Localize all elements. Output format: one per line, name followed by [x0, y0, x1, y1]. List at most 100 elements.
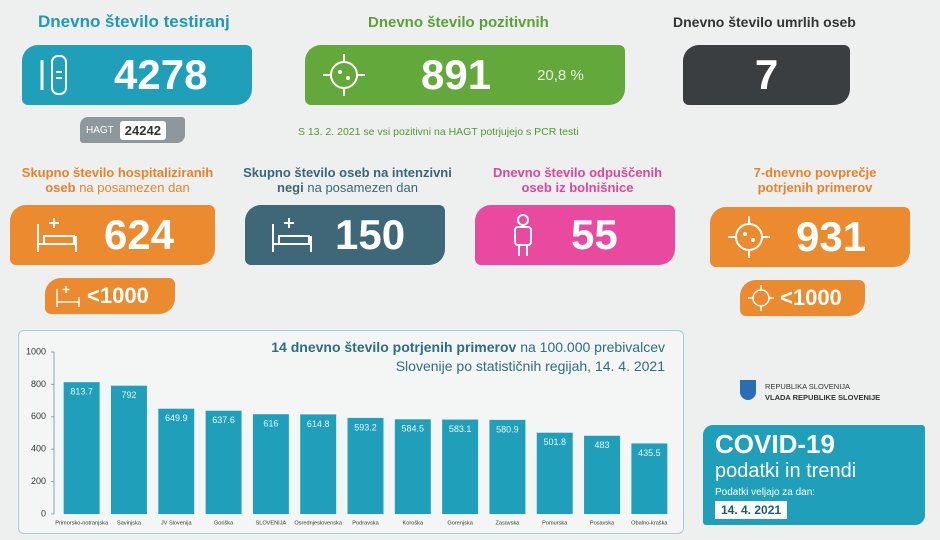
x-tick-label: Savinjska — [117, 520, 142, 526]
value-label: 584.5 — [402, 424, 425, 434]
x-tick-label: Obalno-kraška — [631, 520, 668, 526]
hospitalized-card: 624 — [10, 205, 215, 265]
hospitalized-title-rest: na posamezen dan — [79, 180, 190, 195]
x-tick-label: Posavska — [590, 520, 615, 526]
badge-subtitle: podatki in trendi — [715, 460, 857, 482]
y-tick-label: 800 — [31, 379, 46, 389]
hagt-label: HAGT — [86, 124, 114, 136]
value-label: 501.8 — [543, 437, 566, 447]
value-label: 583.1 — [449, 424, 472, 434]
value-label: 614.8 — [307, 419, 330, 429]
positive-title: Dnevno število pozitivnih — [368, 14, 549, 31]
bar — [489, 419, 526, 514]
badge: COVID-19 podatki in trendi Podatki velja… — [703, 425, 925, 525]
bed-icon — [272, 218, 312, 252]
discharged-card: 55 — [475, 205, 675, 265]
value-label: 483 — [595, 440, 610, 450]
value-label: 593.2 — [354, 422, 377, 432]
y-tick-label: 200 — [31, 476, 46, 486]
bar — [252, 414, 289, 514]
logo-line1: REPUBLIKA SLOVENIJA — [765, 382, 851, 391]
bar — [205, 410, 242, 514]
bar — [584, 435, 621, 514]
x-tick-label: Koroška — [403, 520, 424, 526]
hospitalized-value: 624 — [104, 211, 175, 258]
bar — [300, 414, 337, 514]
bar — [631, 443, 668, 514]
logo-line2: VLADA REPUBLIKE SLOVENIJE — [765, 393, 881, 402]
positive-value: 891 — [421, 51, 492, 98]
positive-card: 891 20,8 % — [305, 45, 625, 105]
hospitalized-title: Skupno število hospitaliziranih oseb na … — [10, 165, 225, 195]
bed-icon — [37, 218, 77, 252]
bar — [347, 417, 384, 514]
virus-icon-small — [748, 285, 774, 311]
badge-date: 14. 4. 2021 — [715, 501, 788, 519]
tests-card: 4278 — [22, 45, 252, 105]
chart: 0 200 400 600 800 1000 Primorsko-notranjska 813… — [26, 346, 668, 526]
x-tick-label: SLOVENIJA — [255, 520, 286, 526]
x-tick-label: Gorenjska — [447, 520, 473, 526]
hospitalized-threshold-card: <1000 — [45, 278, 175, 314]
y-tick-label: 0 — [41, 508, 46, 518]
person-icon — [514, 214, 532, 256]
value-label: 435.5 — [638, 448, 661, 458]
x-tick-label: Pomurska — [542, 520, 568, 526]
hospitalized-title-bold: Skupno število hospitaliziranih oseb — [21, 165, 214, 195]
bar — [394, 419, 431, 514]
chart-title-bold: 14 dnevno število potrjenih primerov — [271, 339, 517, 355]
value-label: 580.9 — [496, 424, 519, 434]
test-icon — [40, 55, 67, 95]
deaths-value: 7 — [754, 51, 779, 98]
y-tick-label: 1000 — [26, 346, 46, 356]
tests-title: Dnevno število testiranj — [38, 12, 230, 31]
value-label: 792 — [121, 390, 136, 400]
average-title: 7-dnevno povprečje potrjenih primerov — [753, 165, 877, 195]
x-tick-label: Goriška — [214, 520, 234, 526]
deaths-title: Dnevno število umrlih oseb — [673, 14, 856, 30]
icu-value: 150 — [335, 211, 406, 258]
virus-icon — [728, 216, 770, 258]
badge-date-label: Podatki veljajo za dan: — [715, 487, 816, 498]
bar — [158, 408, 195, 514]
icu-title-bold: Skupno število oseb na intenzivni negi — [243, 165, 452, 195]
x-tick-label: Podravska — [352, 520, 379, 526]
discharged-title: Dnevno število odpuščenih oseb iz bolniš… — [492, 165, 663, 195]
tests-value: 4278 — [114, 51, 208, 98]
value-label: 637.6 — [212, 415, 235, 425]
x-tick-label: Primorsko-notranjska — [55, 520, 109, 526]
icu-title: Skupno število oseb na intenzivni negi n… — [240, 165, 455, 195]
icu-title-rest: na posamezen dan — [307, 180, 418, 195]
y-tick-label: 600 — [31, 411, 46, 421]
x-tick-label: Zasavska — [495, 520, 520, 526]
bar — [442, 419, 479, 514]
bar — [536, 432, 573, 514]
virus-icon — [323, 54, 365, 96]
x-tick-label: JV Slovenija — [161, 520, 193, 526]
y-tick-label: 400 — [31, 444, 46, 454]
positive-share: 20,8 % — [537, 66, 584, 84]
chart-title: 14 dnevno število potrjenih primerov na … — [245, 338, 665, 376]
logo-shield — [740, 380, 756, 400]
average-threshold-card: <1000 — [740, 280, 865, 316]
hagt-value: 24242 — [119, 120, 166, 140]
value-label: 649.9 — [165, 413, 188, 423]
badge-title: COVID-19 — [715, 429, 835, 459]
note: S 13. 2. 2021 se vsi pozitivni na HAGT p… — [298, 126, 579, 138]
average-threshold: <1000 — [780, 285, 842, 310]
value-label: 616 — [263, 419, 278, 429]
icu-card: 150 — [245, 205, 445, 265]
hagt-card: HAGT 24242 — [80, 117, 185, 143]
deaths-card: 7 — [683, 45, 850, 105]
x-tick-label: Osrednjeslovenska — [294, 520, 342, 526]
bar — [63, 382, 100, 514]
average-value: 931 — [796, 213, 867, 260]
hospitalized-threshold: <1000 — [87, 283, 149, 308]
value-label: 813.7 — [70, 387, 93, 397]
average-card: 931 — [710, 207, 910, 267]
chart-subtitle: na 100.000 prebivalcev Slovenije po stat… — [395, 339, 665, 374]
discharged-value: 55 — [571, 211, 618, 258]
bar — [110, 385, 147, 514]
bed-icon-small — [56, 286, 80, 307]
